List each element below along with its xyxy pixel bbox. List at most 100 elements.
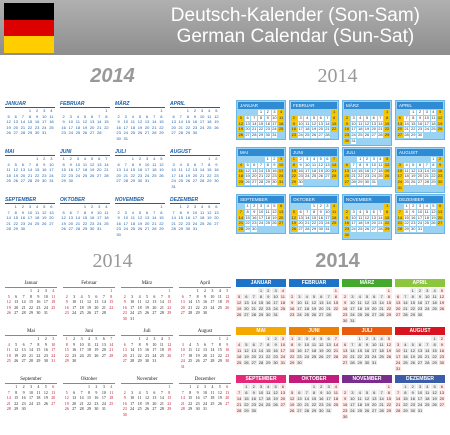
day-cell: 3 bbox=[124, 209, 127, 215]
day-cell: 19 bbox=[159, 167, 164, 172]
day-grid: 1 2 3 4 5 6 7 8 9 10 11 12 13 14 15 16 17 18 19 20 21 22 23 24 2… bbox=[238, 110, 284, 138]
empty-day bbox=[395, 384, 401, 389]
day-cell: 15 bbox=[403, 215, 410, 221]
day-cell: 17 bbox=[370, 168, 377, 174]
month-calendar: JANUAR 1 2 3 4 5 6 7 8 9 10 11 12 13 14 15 16 17 18 19 20 21 2… bbox=[5, 100, 55, 136]
day-cell: 20 bbox=[97, 167, 102, 172]
empty-day bbox=[238, 110, 244, 115]
day-cell: 31 bbox=[397, 185, 403, 191]
day-cell: 11 bbox=[109, 389, 114, 395]
day-cell: 24 bbox=[75, 172, 81, 178]
month-title: NOVEMBER bbox=[342, 375, 392, 383]
month-calendar: JUNI 1 2 3 4 5 6 7 8 9 10 11 12 13 14 15 16 17 18 19 20 21 22 2… bbox=[60, 148, 110, 184]
day-cell: 25 bbox=[264, 221, 271, 227]
day-cell: 8 bbox=[410, 115, 417, 121]
day-cell: 30 bbox=[89, 226, 95, 231]
day-cell: 20 bbox=[225, 395, 230, 400]
month-title: Dezember bbox=[179, 376, 231, 384]
day-cell: 24 bbox=[258, 221, 264, 227]
year-label: 2014 bbox=[315, 250, 360, 272]
month-calendar: JANUAR 1 2 3 4 5 6 7 8 9 10 11 12 13 14 15 16 17 18 19 20 21 2… bbox=[236, 279, 286, 317]
day-cell: 7 bbox=[402, 294, 409, 299]
day-cell: 23 bbox=[116, 226, 121, 231]
day-cell: 5 bbox=[311, 115, 317, 121]
day-cell: 16 bbox=[250, 396, 257, 401]
day-cell: 2 bbox=[215, 156, 218, 161]
day-cell: 2 bbox=[317, 204, 324, 209]
day-cell: 20 bbox=[144, 124, 150, 130]
day-cell: 26 bbox=[137, 226, 143, 231]
day-cell: 11 bbox=[159, 341, 164, 347]
empty-day bbox=[289, 288, 295, 293]
day-cell: 14 bbox=[423, 168, 430, 174]
day-cell: 22 bbox=[28, 304, 33, 310]
day-cell: 23 bbox=[122, 310, 127, 315]
day-cell: 28 bbox=[152, 130, 157, 135]
day-cell: 13 bbox=[437, 209, 443, 215]
day-cell: 18 bbox=[357, 221, 364, 227]
day-cell: 6 bbox=[22, 341, 25, 347]
day-cell: 22 bbox=[14, 400, 19, 406]
day-cell: 2 bbox=[186, 204, 189, 209]
day-cell: 25 bbox=[378, 354, 385, 359]
day-cell: 28 bbox=[402, 312, 409, 317]
month-title: APRIL bbox=[395, 279, 445, 287]
day-cell: 9 bbox=[226, 341, 229, 347]
day-cell: 11 bbox=[49, 113, 54, 119]
month-calendar: DEZEMBER 1 2 3 4 5 6 7 8 9 10 11 12 13 14 15 16 17 18 19 20 2… bbox=[170, 196, 220, 232]
day-cell: 17 bbox=[271, 121, 278, 127]
day-cell: 13 bbox=[68, 215, 73, 220]
day-cell: 20 bbox=[101, 347, 106, 352]
day-cell: 29 bbox=[385, 408, 392, 413]
day-cell: 25 bbox=[49, 124, 54, 130]
day-grid: 1 2 3 4 5 6 7 8 9 10 11 12 13 14 15 16 17 18 19 20 21 22 23 24 2… bbox=[5, 288, 57, 316]
day-cell: 4 bbox=[7, 161, 10, 167]
empty-day bbox=[351, 157, 357, 162]
day-cell: 11 bbox=[79, 299, 84, 304]
day-cell: 3 bbox=[325, 384, 332, 389]
day-cell: 10 bbox=[303, 342, 310, 347]
day-cell: 9 bbox=[342, 396, 349, 401]
day-cell: 31 bbox=[144, 178, 150, 183]
day-cell: 9 bbox=[344, 215, 350, 221]
day-cell: 12 bbox=[64, 395, 69, 400]
day-cell: 23 bbox=[225, 352, 230, 358]
day-cell: 22 bbox=[385, 402, 392, 407]
day-cell: 13 bbox=[20, 167, 26, 172]
day-cell: 15 bbox=[291, 168, 297, 174]
day-cell: 1 bbox=[257, 288, 265, 293]
day-cell: 19 bbox=[271, 215, 278, 221]
empty-day bbox=[318, 110, 324, 115]
day-grid: 1 2 3 4 5 6 7 8 9 10 11 12 13 14 15 16 17 18 19 20 21 22 23 24 2… bbox=[60, 204, 110, 232]
day-cell: 27 bbox=[371, 312, 378, 317]
day-cell: 29 bbox=[402, 408, 409, 413]
day-cell: 9 bbox=[22, 389, 25, 395]
day-cell: 1 bbox=[208, 156, 211, 161]
day-cell: 5 bbox=[310, 294, 318, 299]
day-cell: 19 bbox=[409, 354, 416, 359]
day-cell: 18 bbox=[210, 395, 215, 400]
day-cell: 23 bbox=[214, 172, 219, 178]
day-cell: 27 bbox=[397, 133, 403, 138]
day-cell: 16 bbox=[438, 348, 445, 353]
day-cell: 18 bbox=[207, 119, 212, 124]
day-cell: 22 bbox=[243, 402, 250, 407]
day-cell: 15 bbox=[410, 121, 417, 127]
month-title: SEPTEMBER bbox=[5, 196, 55, 204]
day-cell: 17 bbox=[416, 396, 424, 401]
day-cell: 18 bbox=[6, 172, 11, 178]
day-cell: 8 bbox=[311, 209, 317, 215]
month-calendar: APRIL 1 2 3 4 5 6 7 8 9 10 11 12 13 14 15 16 17 18 19 20 21 22… bbox=[395, 279, 445, 317]
day-cell: 23 bbox=[409, 402, 416, 407]
month-title: JUNI bbox=[291, 149, 337, 156]
day-cell: 8 bbox=[357, 162, 364, 168]
day-cell: 29 bbox=[257, 312, 265, 317]
day-cell: 17 bbox=[199, 119, 205, 124]
day-cell: 20 bbox=[317, 127, 324, 133]
day-cell: 20 bbox=[371, 402, 378, 407]
empty-day bbox=[410, 157, 416, 162]
empty-day bbox=[349, 384, 355, 389]
month-title: Januar bbox=[5, 280, 57, 288]
day-cell: 20 bbox=[122, 352, 127, 358]
empty-day bbox=[342, 336, 348, 341]
